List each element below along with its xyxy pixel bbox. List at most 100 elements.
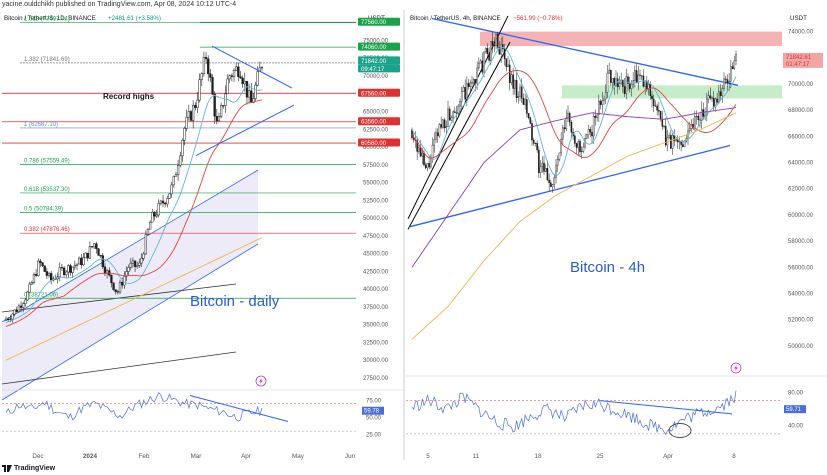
daily-candle-body [93, 243, 96, 248]
daily-candle-body [222, 105, 225, 107]
daily-candle-body [88, 246, 92, 259]
daily-y-tick: 27500.00 [363, 376, 389, 382]
h4-candle-body [512, 74, 514, 89]
daily-candle-body [189, 111, 193, 121]
daily-candle-body [217, 116, 221, 122]
h4-candle-body [464, 87, 466, 100]
daily-candle-body [226, 78, 229, 95]
daily-price-tag: 60560.00 [361, 141, 387, 147]
h4-candle-body [483, 51, 485, 73]
daily-y-tick: 32500.00 [363, 340, 389, 346]
daily-candle-body [155, 214, 158, 217]
h4-symbol-change: −561.99 (−0.78%) [513, 15, 563, 22]
daily-candle-body [39, 260, 42, 264]
daily-candle-body [125, 271, 128, 277]
h4-candle-body [627, 76, 629, 84]
daily-candle-body [15, 309, 18, 313]
h4-candle-body [712, 97, 715, 108]
daily-candle-body [196, 99, 199, 108]
h4-candle-body [519, 86, 521, 97]
h4-candle-body [472, 79, 475, 83]
daily-candle-body [250, 90, 253, 103]
daily-candle-body [123, 275, 126, 286]
tradingview-logo-icon [2, 465, 12, 472]
daily-candle-body [247, 90, 251, 98]
h4-candle-body [604, 92, 607, 100]
daily-rsi-trend [189, 395, 289, 423]
h4-candle-body [683, 141, 686, 148]
daily-price-tag: 74060.00 [361, 45, 387, 51]
h4-candle-body [539, 166, 542, 174]
daily-price-tag-box [358, 117, 400, 126]
h4-candle-body [634, 70, 636, 81]
daily-candle-body [164, 202, 167, 205]
h4-candle-body [538, 149, 540, 174]
h4-x-tick: 8 [732, 453, 736, 460]
h4-candle-body [688, 128, 691, 132]
h4-candle-body [654, 105, 657, 107]
h4-candle-body [695, 115, 698, 117]
daily-y-tick: 50000.00 [363, 216, 389, 222]
h4-candle-body [534, 143, 537, 144]
h4-candle-body [529, 117, 532, 124]
h4-x-tick: Apr [663, 453, 673, 460]
daily-y-tick: 37500.00 [363, 305, 389, 311]
h4-black-channel-lower [407, 41, 511, 230]
daily-candle-body [43, 265, 46, 272]
h4-y-tick: 74000.00 [788, 30, 814, 36]
h4-candle-body [610, 69, 612, 83]
h4-candle-body [496, 34, 499, 48]
h4-candle-body [460, 91, 463, 102]
daily-candle-body [62, 267, 66, 276]
h4-candle-body [435, 132, 437, 140]
h4-candle-body [503, 48, 506, 60]
daily-price-tag-box [358, 138, 400, 147]
daily-black-trend-2 [1, 351, 237, 385]
h4-candle-body [507, 64, 509, 67]
h4-candle-body [428, 163, 430, 168]
h4-candle-body [457, 105, 460, 114]
h4-candle-body [455, 112, 458, 114]
h4-candle-body [640, 75, 643, 77]
daily-candle-body [202, 57, 206, 74]
h4-candle-body [582, 146, 585, 152]
daily-candle-body [207, 58, 210, 75]
lightning-bolt [734, 365, 738, 371]
daily-candle-body [198, 79, 201, 101]
h4-candle-body [613, 78, 616, 86]
daily-x-tick: Jun [345, 453, 356, 460]
lightning-circle [255, 375, 267, 387]
daily-fib-label: 1 (62687.10) [24, 122, 58, 128]
h4-candle-body [700, 109, 703, 121]
h4-candle-body [616, 78, 619, 87]
daily-candle-body [131, 260, 135, 264]
daily-x-tick: 2024 [83, 453, 98, 460]
daily-candle-body [47, 273, 51, 276]
h4-y-tick: 50000.00 [788, 344, 814, 350]
h4-candle-body [550, 182, 552, 187]
daily-candle-body [209, 73, 212, 78]
daily-price-tag-box [358, 56, 400, 65]
h4-candle-body [728, 81, 730, 84]
daily-candle-body [215, 116, 218, 122]
h4-candle-body [514, 80, 516, 89]
daily-triangle-upper [211, 45, 293, 89]
h4-ma-purple [411, 107, 737, 268]
h4-candle-body [478, 62, 480, 69]
daily-rsi-current: 59.78 [364, 409, 380, 415]
daily-price-tag: 63560.00 [361, 120, 387, 126]
h4-candle-body [622, 79, 624, 87]
daily-candle-body [213, 93, 216, 117]
h4-candle-body [459, 101, 461, 107]
daily-candle-body [252, 98, 255, 103]
h4-candle-body [587, 129, 590, 135]
h4-candle-body [466, 83, 468, 100]
daily-candle-body [82, 257, 85, 266]
h4-candle-body [718, 91, 720, 103]
h4-candle-body [520, 86, 523, 99]
daily-fib-label: 0.786 (57559.49) [24, 158, 70, 164]
tradingview-footer: TradingView [0, 462, 827, 475]
daily-candle-body [239, 76, 242, 79]
h4-candle-body [632, 80, 634, 85]
